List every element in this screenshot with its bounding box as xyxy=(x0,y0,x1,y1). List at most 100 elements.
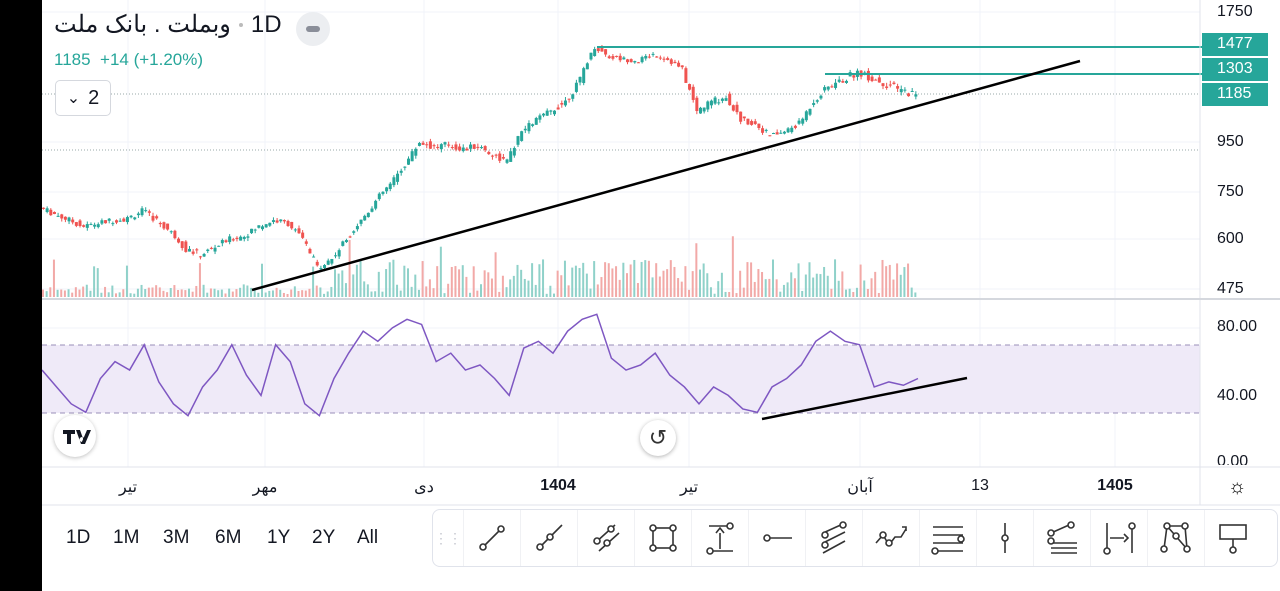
volume-bar xyxy=(779,291,782,297)
volume-bar xyxy=(702,263,705,297)
candle-body xyxy=(582,68,586,84)
volume-bar xyxy=(907,263,910,297)
volume-bar xyxy=(334,269,336,297)
candle-body xyxy=(396,173,400,182)
chart-canvas[interactable] xyxy=(42,0,1280,591)
tool-trend-line[interactable] xyxy=(463,510,520,566)
tool-rectangle[interactable] xyxy=(634,510,691,566)
candle-body xyxy=(629,59,633,63)
price-change: +14 (+1.20%) xyxy=(100,50,204,69)
reset-chart-button[interactable]: ↺ xyxy=(640,420,676,456)
candle-body xyxy=(107,218,111,221)
tradingview-logo[interactable] xyxy=(54,415,96,457)
timeframe-6m[interactable]: 6M xyxy=(215,527,242,548)
drag-handle-icon[interactable]: ⋮⋮ xyxy=(434,529,462,546)
volume-bar xyxy=(629,264,632,297)
volume-bar xyxy=(315,285,318,297)
trend-line-rsi[interactable] xyxy=(761,376,968,421)
candle-body xyxy=(363,215,367,221)
candle-body xyxy=(487,151,491,155)
candle-body xyxy=(790,127,794,133)
volume-bar xyxy=(104,286,107,297)
symbol-name: وبملت . بانک ملت xyxy=(54,11,231,38)
volume-bar xyxy=(166,292,169,297)
volume-bar xyxy=(63,290,66,297)
volume-bar xyxy=(399,290,402,297)
volume-bar xyxy=(301,290,304,297)
tool-fib-fan[interactable] xyxy=(1033,510,1090,566)
tool-xabcd-pattern[interactable] xyxy=(1147,510,1204,566)
tool-horizontal-ray[interactable] xyxy=(748,510,805,566)
interval[interactable]: 1D xyxy=(250,10,282,38)
candle-body xyxy=(688,84,692,90)
timeframe-all[interactable]: All xyxy=(357,527,379,548)
candle-body xyxy=(242,236,246,239)
candle-body xyxy=(567,98,571,100)
volume-bar xyxy=(764,279,767,297)
candle-body xyxy=(651,53,655,55)
tool-ray[interactable] xyxy=(520,510,577,566)
collapse-legend-button[interactable] xyxy=(296,12,330,46)
candle-body xyxy=(516,136,520,145)
candle-body xyxy=(198,256,202,258)
volume-bar xyxy=(582,262,585,297)
volume-bar xyxy=(454,266,457,297)
tool-path[interactable] xyxy=(862,510,919,566)
volume-bar xyxy=(169,288,172,297)
timeframe-3m[interactable]: 3M xyxy=(163,527,190,548)
symbol-title[interactable]: وبملت . بانک ملت 1D xyxy=(54,10,282,39)
volume-bar xyxy=(531,263,534,297)
candle-body xyxy=(706,101,710,110)
timeframe-1d[interactable]: 1D xyxy=(66,527,91,548)
tool-vertical-line[interactable] xyxy=(976,510,1033,566)
candle-body xyxy=(308,248,312,254)
settings-gear-icon[interactable]: ☼ xyxy=(1228,476,1247,498)
volume-bar xyxy=(483,270,486,297)
time-label: 1405 xyxy=(1097,477,1133,494)
candle-body xyxy=(450,147,454,149)
candle-body xyxy=(326,260,330,265)
tool-price-range[interactable] xyxy=(691,510,748,566)
volume-bar xyxy=(633,259,636,297)
tool-callout[interactable] xyxy=(1204,510,1261,566)
tool-pitchfork[interactable] xyxy=(805,510,862,566)
timeframe-1m[interactable]: 1M xyxy=(113,527,140,548)
volume-bar xyxy=(899,274,902,297)
volume-bar xyxy=(392,259,395,297)
volume-bar xyxy=(74,287,77,297)
candle-body xyxy=(691,86,695,100)
volume-bar xyxy=(688,289,691,297)
price-tick: 950 xyxy=(1217,133,1244,150)
candle-body xyxy=(626,59,629,63)
candle-body xyxy=(786,128,790,133)
tool-parallel-channel[interactable] xyxy=(577,510,634,566)
volume-bar xyxy=(837,280,840,297)
volume-bar xyxy=(684,266,687,297)
candle-body xyxy=(531,124,535,126)
volume-bar xyxy=(49,287,52,297)
volume-bar xyxy=(242,284,245,297)
candle-body xyxy=(162,222,166,229)
volume-bar xyxy=(750,262,753,297)
volume-bar xyxy=(739,270,742,297)
timeframe-2y[interactable]: 2Y xyxy=(312,527,336,548)
indicators-toggle[interactable]: ⌄ 2 xyxy=(55,80,111,116)
volume-bar xyxy=(125,265,128,297)
volume-bar xyxy=(177,289,180,297)
trend-line-price[interactable] xyxy=(251,59,1081,292)
volume-bar xyxy=(593,261,596,297)
timeframe-1y[interactable]: 1Y xyxy=(267,527,291,548)
tool-fib-retracement[interactable] xyxy=(919,510,976,566)
volume-bar xyxy=(326,291,329,297)
volume-bar xyxy=(720,272,723,297)
candle-body xyxy=(735,104,739,113)
xabcd-pattern-icon xyxy=(1160,522,1191,553)
volume-bar xyxy=(388,262,391,297)
tool-date-range[interactable] xyxy=(1090,510,1147,566)
volume-bar xyxy=(709,287,712,297)
volume-bar xyxy=(461,265,464,297)
candle-body xyxy=(764,129,768,131)
drawing-toolbar: ⋮⋮ xyxy=(432,509,1278,567)
candle-body xyxy=(213,247,217,252)
candle-body xyxy=(910,90,914,92)
